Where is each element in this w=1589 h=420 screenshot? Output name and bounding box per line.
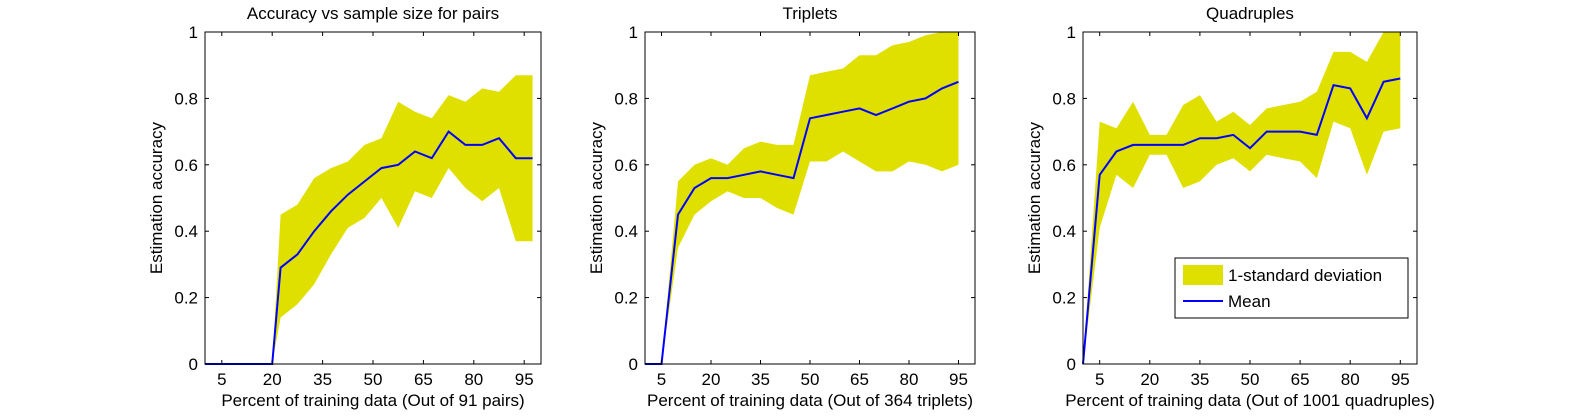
y-axis-label: Estimation accuracy — [147, 121, 166, 274]
x-tick-label: 5 — [217, 370, 226, 389]
y-tick-label: 1 — [189, 23, 198, 42]
y-axis-label: Estimation accuracy — [1025, 121, 1044, 274]
y-tick-label: 0.6 — [614, 156, 638, 175]
y-axis-label: Estimation accuracy — [587, 121, 606, 274]
chart-title: Accuracy vs sample size for pairs — [247, 4, 499, 23]
x-tick-label: 5 — [657, 370, 666, 389]
x-tick-label: 20 — [702, 370, 721, 389]
x-axis-label: Percent of training data (Out of 364 tri… — [647, 391, 973, 410]
x-tick-label: 95 — [949, 370, 968, 389]
x-axis-label: Percent of training data (Out of 1001 qu… — [1065, 391, 1435, 410]
x-tick-label: 65 — [414, 370, 433, 389]
chart-panel-2: 5 20 35 50 65 80 95 0 0.2 0.4 0.6 0.8 1 Triplets Perce… — [587, 4, 976, 410]
y-tick-label: 0.2 — [614, 289, 638, 308]
x-tick-label: 80 — [464, 370, 483, 389]
y-tick-label: 0.2 — [174, 289, 198, 308]
x-tick-label: 50 — [1241, 370, 1260, 389]
x-tick-label: 95 — [1391, 370, 1410, 389]
x-tick-label: 80 — [1341, 370, 1360, 389]
y-tick-label: 0 — [189, 355, 198, 374]
x-tick-label: 20 — [1140, 370, 1159, 389]
mean-line — [1082, 77, 1401, 365]
y-tick-label: 1 — [629, 23, 638, 42]
std-band — [645, 32, 959, 364]
legend-label-mean: Mean — [1228, 292, 1271, 311]
x-tick-label: 65 — [850, 370, 869, 389]
chart-title: Quadruples — [1206, 4, 1294, 23]
y-tick-label: 0.4 — [1052, 222, 1076, 241]
chart-panel-3: 5 20 35 50 65 80 95 0 0.2 0.4 0.6 0.8 1 Quadruples Per… — [1025, 4, 1435, 410]
x-tick-label: 95 — [515, 370, 534, 389]
y-tick-label: 0 — [629, 355, 638, 374]
y-tick-label: 0.2 — [1052, 289, 1076, 308]
std-band — [205, 75, 533, 364]
y-tick-label: 0.6 — [174, 156, 198, 175]
legend: 1-standard deviation Mean — [1174, 257, 1409, 319]
legend-label-band: 1-standard deviation — [1228, 266, 1382, 285]
x-axis-label: Percent of training data (Out of 91 pair… — [221, 391, 524, 410]
y-tick-label: 0.8 — [614, 89, 638, 108]
y-tick-label: 0.4 — [614, 222, 638, 241]
y-tick-label: 0.8 — [1052, 89, 1076, 108]
x-tick-label: 5 — [1095, 370, 1104, 389]
x-tick-label: 80 — [900, 370, 919, 389]
x-tick-label: 35 — [1190, 370, 1209, 389]
chart-panel-1: 5 20 35 50 65 80 95 0 0.2 0.4 0.6 0.8 1 Accuracy vs s… — [147, 4, 542, 410]
x-tick-label: 50 — [801, 370, 820, 389]
y-tick-label: 1 — [1067, 23, 1076, 42]
y-tick-label: 0 — [1067, 355, 1076, 374]
x-tick-label: 65 — [1291, 370, 1310, 389]
chart-title: Triplets — [782, 4, 837, 23]
y-tick-label: 0.4 — [174, 222, 198, 241]
x-tick-label: 50 — [364, 370, 383, 389]
mean-line — [645, 80, 959, 365]
legend-swatch-band — [1183, 265, 1223, 285]
y-tick-label: 0.6 — [1052, 156, 1076, 175]
x-tick-label: 35 — [751, 370, 770, 389]
y-tick-label: 0.8 — [174, 89, 198, 108]
std-band — [1083, 32, 1401, 364]
x-tick-label: 20 — [263, 370, 282, 389]
x-tick-label: 35 — [313, 370, 332, 389]
